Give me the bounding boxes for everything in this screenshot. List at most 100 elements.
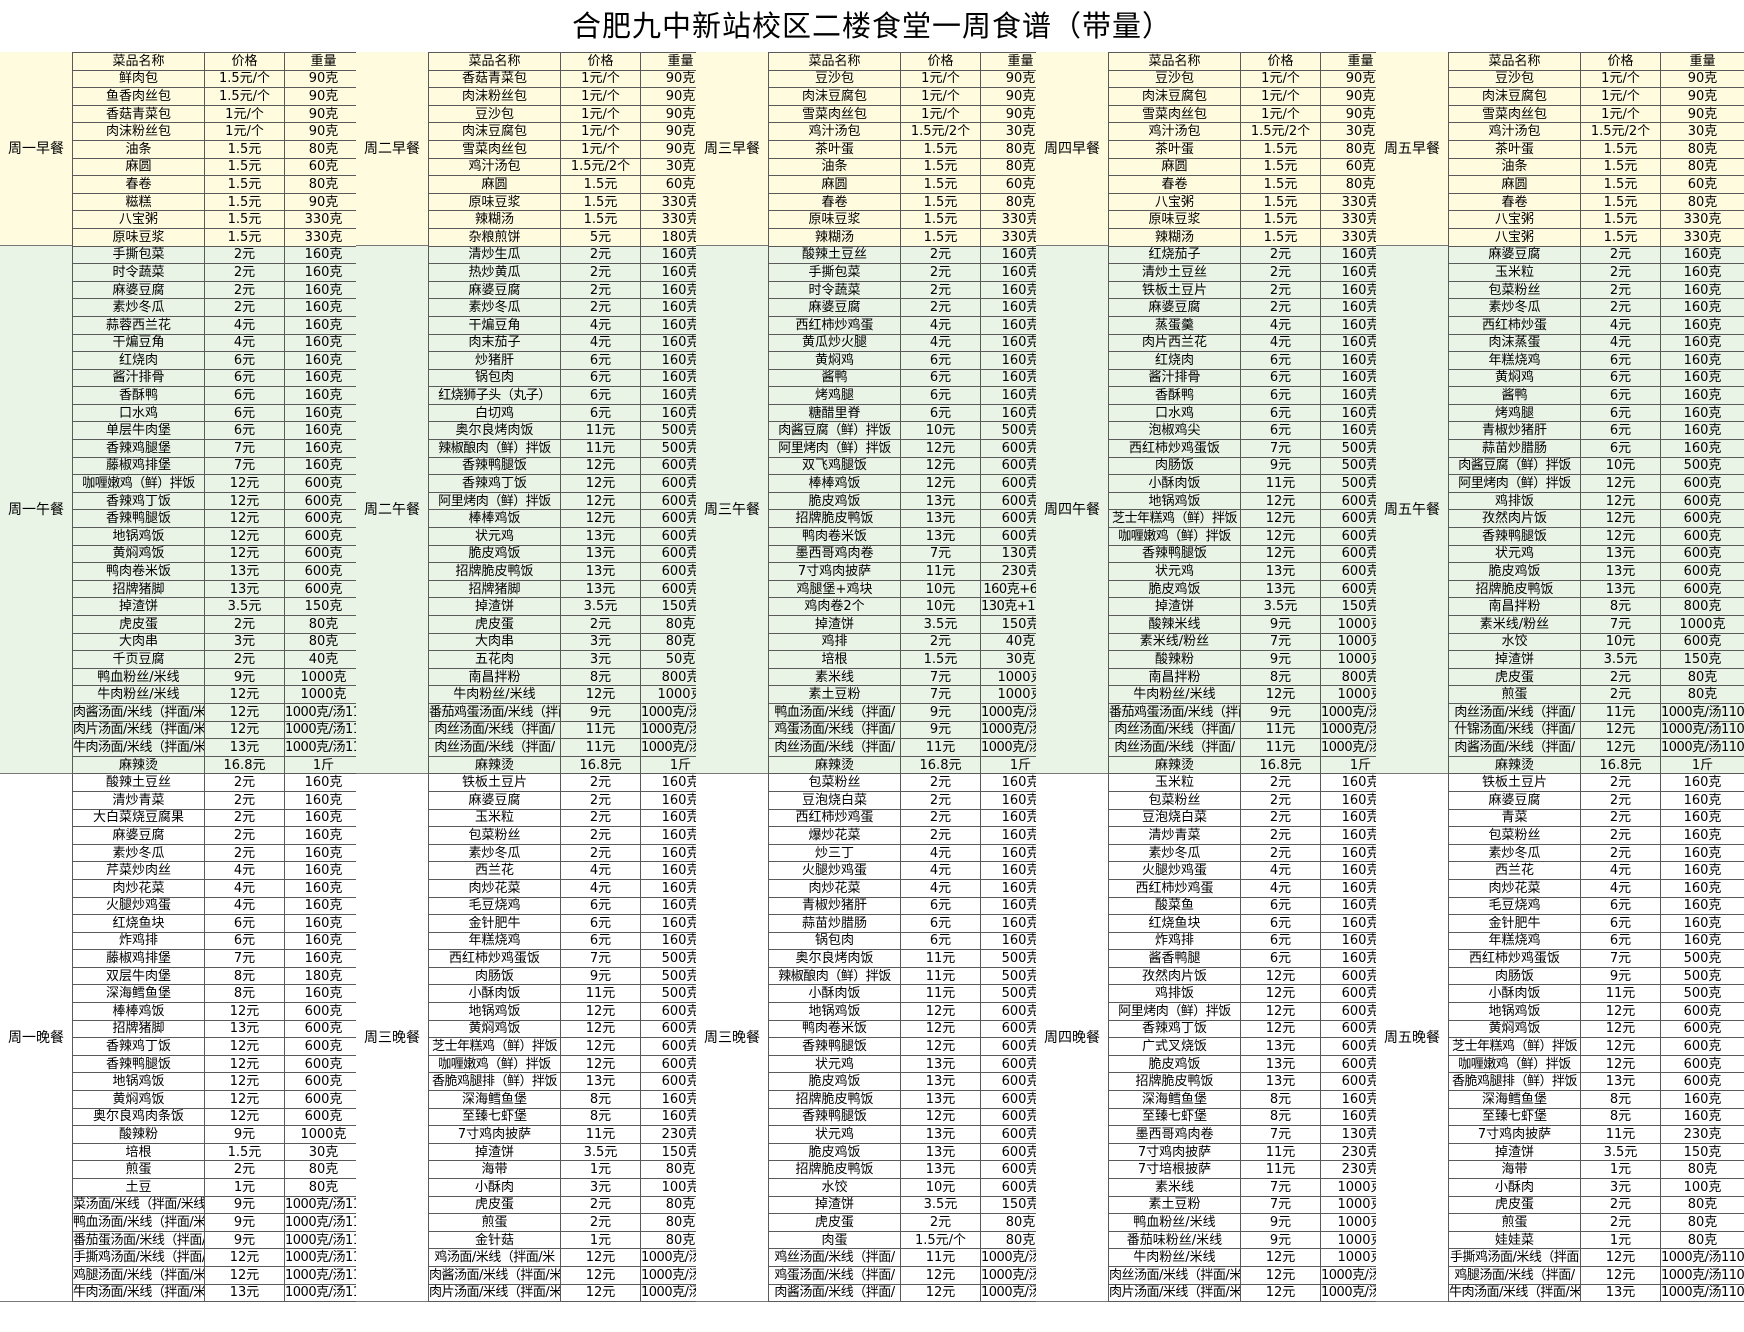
dish-price: 13元 (560, 1072, 641, 1092)
table-row: 鸡汁汤包 1.5元/2个 30克 (428, 157, 721, 177)
dish-name: 红烧肉 (72, 351, 205, 370)
dish-weight: 160克 (1660, 351, 1744, 370)
table-row: 时令蔬菜 2元 160克 (72, 263, 363, 282)
dish-name: 肉丝汤面/米线（拌面/ (1108, 720, 1241, 740)
dish-price: 12元 (204, 509, 285, 529)
dish-name: 奥尔良烤肉饭 (428, 421, 561, 441)
dish-weight: 800克 (1660, 597, 1744, 616)
dish-name: 至臻七虾堡 (428, 1107, 561, 1127)
dish-name: 脆皮鸡饭 (768, 1072, 901, 1092)
dish-price: 1.5元 (1240, 157, 1321, 177)
dish-name: 肉沫粉丝包 (428, 87, 561, 106)
dish-price: 1.5元/个 (900, 1230, 981, 1250)
dish-name: 鸡蛋汤面/米线（拌面/ (768, 720, 901, 740)
header-price: 价格 (204, 52, 285, 71)
dish-price: 12元 (900, 439, 981, 458)
dish-name: 虎皮蛋 (768, 1213, 901, 1232)
table-row: 虎皮蛋 2元 80克 (72, 615, 363, 634)
dish-price: 2元 (204, 263, 285, 282)
dish-price: 12元 (560, 1248, 641, 1267)
dish-price: 2元 (1580, 245, 1661, 265)
dish-price: 1元/个 (1580, 69, 1661, 89)
table-row: 掉渣饼 3.5元 150克 (428, 1142, 721, 1162)
table-row: 五花肉 3元 50克 (428, 650, 721, 669)
day-block: 周三早餐 周三午餐 周三晚餐 菜品名称 价格 重量 豆沙包 1元/个 90克 肉沫豆腐包 1元/个 9… (696, 52, 1061, 1332)
dish-price: 4元 (560, 315, 641, 335)
table-row: 肉沫蒸蛋 4元 160克 (1448, 333, 1744, 353)
dish-price: 9元 (204, 1230, 285, 1250)
dish-name: 玉米粒 (1108, 773, 1241, 792)
dish-price: 1.5元 (560, 192, 641, 212)
dish-price: 6元 (560, 403, 641, 423)
dish-price: 7元 (1580, 615, 1661, 634)
dish-weight: 600克 (1660, 1037, 1744, 1056)
table-row: 茶叶蛋 1.5元 80克 (768, 139, 1061, 159)
table-row: 糖醋里脊 6元 160克 (768, 403, 1061, 423)
dish-name: 鸭肉卷米饭 (768, 527, 901, 546)
dish-price: 13元 (1580, 1072, 1661, 1092)
table-row: 麻圆 1.5元 60克 (428, 175, 721, 194)
table-row: 红烧茄子 2元 160克 (1108, 245, 1401, 265)
dish-name: 酸辣土豆丝 (768, 245, 901, 265)
dish-price: 12元 (1240, 1283, 1321, 1303)
dish-price: 13元 (1240, 562, 1321, 581)
dish-price: 1元/个 (560, 87, 641, 106)
menu-table: 菜品名称 价格 重量 豆沙包 1元/个 90克 肉沫豆腐包 1元/个 90克 雪菜肉丝包 1元/个 9… (768, 52, 1061, 1303)
dish-price: 2元 (1240, 280, 1321, 300)
table-row: 玉米粒 2元 160克 (1108, 773, 1401, 792)
dish-weight: 90克 (1660, 87, 1744, 106)
dish-price: 6元 (1240, 368, 1321, 388)
table-row: 酱汁排骨 6元 160克 (1108, 368, 1401, 388)
dish-price: 4元 (1580, 315, 1661, 335)
dish-price: 7元 (560, 949, 641, 968)
dish-price: 1.5元/个 (204, 87, 285, 106)
dish-name: 青椒炒猪肝 (768, 896, 901, 916)
dish-price: 1.5元 (900, 210, 981, 229)
dish-price: 6元 (1240, 403, 1321, 423)
dish-name: 肉酱汤面/米线（拌面/ (768, 1283, 901, 1303)
dish-name: 泡椒鸡尖 (1108, 421, 1241, 441)
dish-name: 肉沫豆腐包 (768, 87, 901, 106)
dish-price: 7元 (1240, 1195, 1321, 1215)
dish-name: 掉渣饼 (768, 1195, 901, 1215)
dish-price: 13元 (900, 491, 981, 511)
dish-weight: 80克 (284, 1178, 363, 1197)
dish-name: 掉渣饼 (428, 597, 561, 616)
table-row: 春卷 1.5元 80克 (1448, 192, 1744, 212)
dish-name: 肉沫豆腐包 (428, 122, 561, 141)
dish-name: 鸡蛋汤面/米线（拌面/ (768, 1265, 901, 1285)
dish-weight: 160克 (284, 245, 363, 265)
dish-price: 6元 (560, 931, 641, 951)
table-row: 香脆鸡腿排（鲜）拌饭 13元 600克 (428, 1072, 721, 1092)
table-row: 培根 1.5元 30克 (72, 1142, 363, 1162)
dish-weight: 1斤 (284, 755, 363, 775)
dish-price: 1元 (204, 1178, 285, 1197)
table-row: 鱼香肉丝包 1.5元/个 90克 (72, 87, 363, 106)
dish-price: 1.5元/2个 (1580, 122, 1661, 141)
dish-weight: 160克 (284, 949, 363, 968)
dish-weight: 600克 (1660, 1002, 1744, 1021)
dish-weight: 600克 (284, 1037, 363, 1056)
table-row: 招牌猪脚 13元 600克 (72, 1019, 363, 1039)
dish-weight: 160克 (284, 808, 363, 828)
table-row: 八宝粥 1.5元 330克 (1448, 210, 1744, 229)
dish-name: 麻辣烫 (428, 755, 561, 775)
dish-price: 4元 (1240, 333, 1321, 353)
table-row: 包菜粉丝 2元 160克 (428, 826, 721, 845)
table-row: 锅包肉 6元 160克 (768, 931, 1061, 951)
dish-name: 炒猪肝 (428, 351, 561, 370)
dish-name: 肉片汤面/米线（拌面/米 (72, 720, 205, 740)
dish-name: 西红柿炒鸡蛋 (768, 808, 901, 828)
dish-name: 麻圆 (1448, 175, 1581, 194)
table-row: 雪菜肉丝包 1元/个 90克 (428, 139, 721, 159)
dish-price: 2元 (560, 1195, 641, 1215)
dish-price: 12元 (1580, 509, 1661, 529)
dish-price: 1元/个 (204, 104, 285, 124)
dish-price: 11元 (1240, 738, 1321, 757)
table-row: 招牌脆皮鸭饭 13元 600克 (428, 562, 721, 581)
